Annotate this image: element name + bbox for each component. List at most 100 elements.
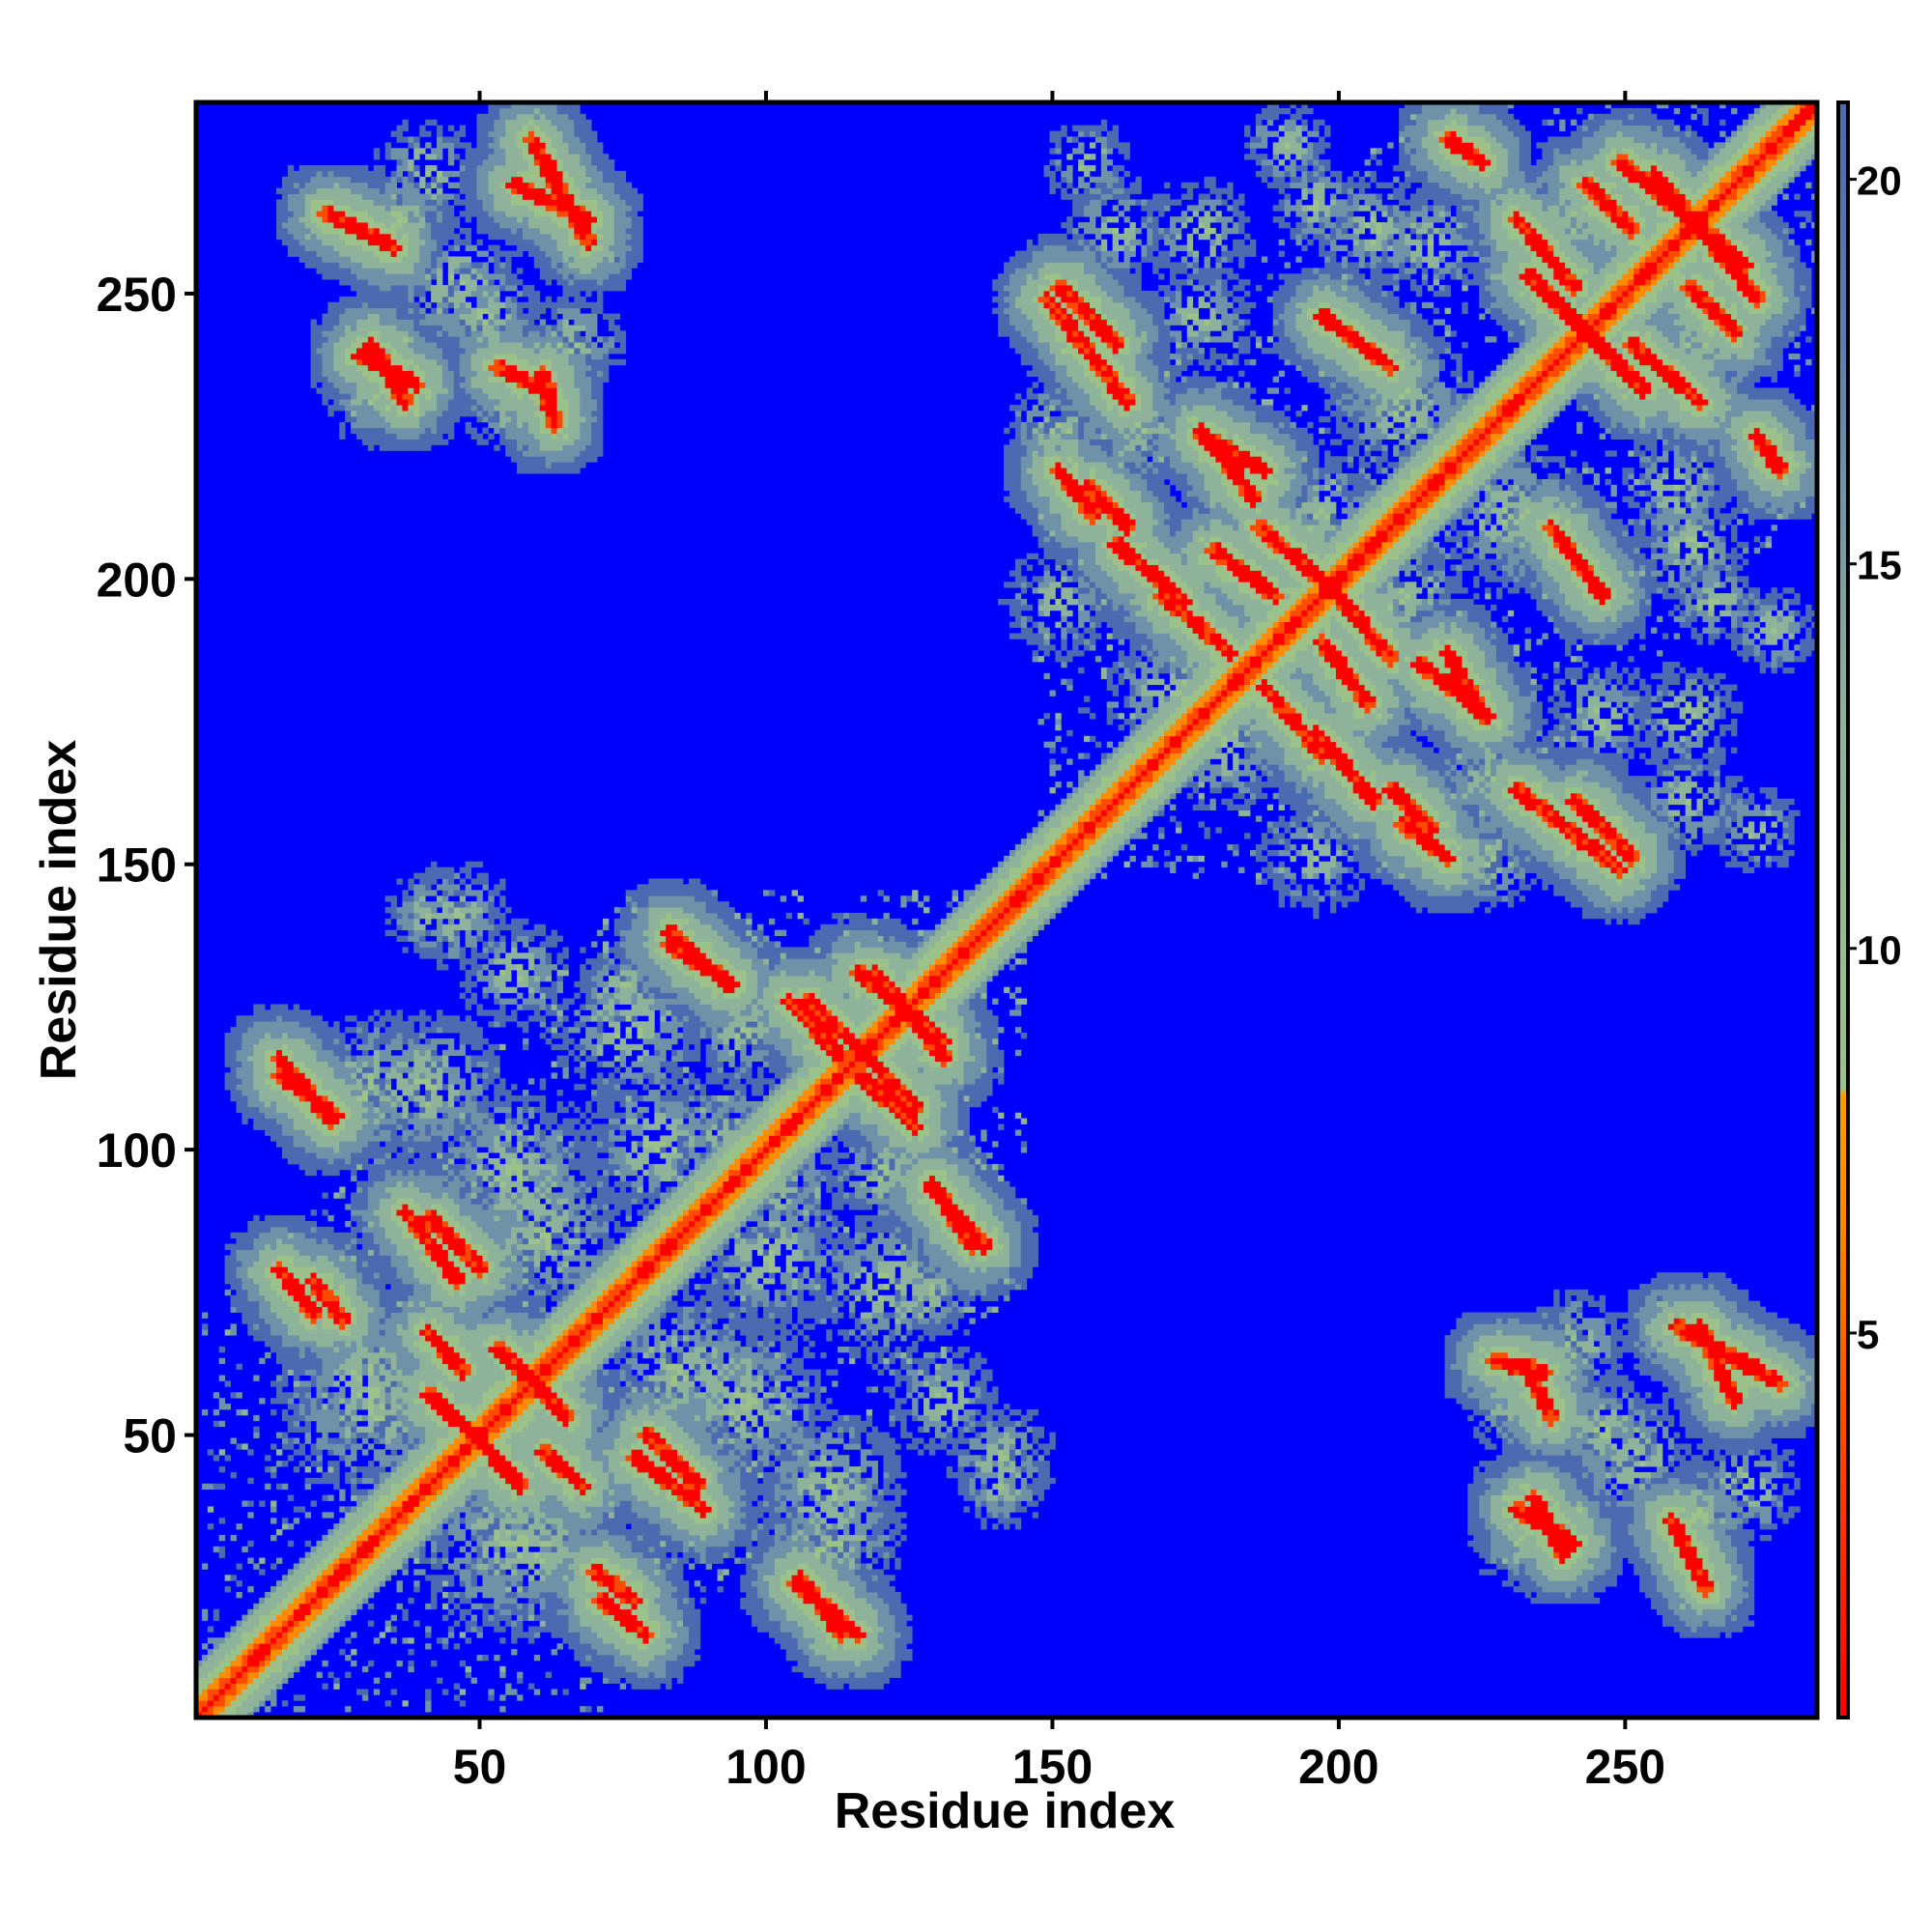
heatmap-cell xyxy=(441,290,449,298)
heatmap-cell xyxy=(413,1414,420,1422)
heatmap-cell xyxy=(270,1335,277,1342)
heatmap-cell xyxy=(345,199,352,206)
heatmap-cell xyxy=(356,222,363,229)
heatmap-cell xyxy=(236,1043,242,1051)
heatmap-cell xyxy=(379,1226,386,1234)
heatmap-cell xyxy=(293,1506,300,1513)
heatmap-cell xyxy=(310,1027,317,1034)
heatmap-cell xyxy=(333,1283,340,1291)
heatmap-cell xyxy=(322,1169,328,1177)
heatmap-cell xyxy=(345,1540,352,1548)
heatmap-cell xyxy=(373,279,381,286)
heatmap-cell xyxy=(265,1335,271,1342)
heatmap-cell xyxy=(384,1306,391,1313)
heatmap-cell xyxy=(218,1683,226,1690)
heatmap-cell xyxy=(322,227,328,235)
heatmap-cell xyxy=(373,370,381,377)
heatmap-cell xyxy=(356,285,363,292)
heatmap-cell xyxy=(253,1066,260,1073)
heatmap-cell xyxy=(201,1660,209,1667)
heatmap-cell xyxy=(425,1626,432,1633)
heatmap-cell xyxy=(413,336,420,343)
heatmap-cell xyxy=(419,1432,426,1438)
heatmap-cell xyxy=(437,1198,443,1205)
heatmap-cell xyxy=(402,370,409,377)
heatmap-cell xyxy=(396,1518,403,1524)
heatmap-cell xyxy=(351,1152,357,1159)
heatmap-cell xyxy=(453,1283,461,1291)
heatmap-cell xyxy=(351,1027,357,1034)
heatmap-cell xyxy=(361,421,369,429)
heatmap-cell xyxy=(425,1300,432,1308)
heatmap-cell xyxy=(431,1323,438,1330)
heatmap-cell xyxy=(259,1569,266,1576)
heatmap-cell xyxy=(390,370,397,377)
heatmap-cell xyxy=(322,1078,328,1085)
heatmap-cell xyxy=(236,1637,242,1644)
heatmap-cell xyxy=(327,1398,334,1405)
heatmap-cell xyxy=(384,1420,391,1428)
heatmap-cell xyxy=(379,348,386,355)
heatmap-cell xyxy=(339,1135,346,1142)
heatmap-cell xyxy=(390,1626,397,1633)
heatmap-cell xyxy=(293,1518,300,1524)
heatmap-cell xyxy=(413,1072,420,1079)
heatmap-cell xyxy=(425,1312,432,1319)
heatmap-cell xyxy=(447,405,455,412)
heatmap-cell xyxy=(356,370,363,377)
heatmap-cell xyxy=(402,1529,409,1536)
heatmap-cell xyxy=(419,1118,426,1124)
heatmap-cell xyxy=(390,1294,397,1302)
heatmap-cell xyxy=(367,427,375,435)
heatmap-cell xyxy=(310,1158,317,1165)
heatmap-cell xyxy=(361,1557,369,1564)
heatmap-cell xyxy=(293,1706,300,1713)
heatmap-cell xyxy=(298,1506,306,1513)
heatmap-cell xyxy=(367,1529,375,1536)
heatmap-cell xyxy=(431,364,438,372)
heatmap-cell xyxy=(431,250,438,257)
heatmap-cell xyxy=(310,1603,317,1610)
heatmap-cell xyxy=(379,1398,386,1405)
heatmap-cell xyxy=(390,325,397,331)
heatmap-cell xyxy=(327,1494,334,1501)
heatmap-cell xyxy=(402,1351,409,1359)
heatmap-cell xyxy=(373,1095,381,1102)
heatmap-cell xyxy=(316,330,323,337)
heatmap-cell xyxy=(408,411,414,417)
heatmap-cell xyxy=(441,1512,449,1519)
heatmap-cell xyxy=(351,1078,357,1085)
heatmap-cell xyxy=(259,1329,266,1336)
heatmap-cell xyxy=(390,1398,397,1405)
heatmap-cell xyxy=(447,154,455,160)
heatmap-cell xyxy=(447,1095,455,1102)
heatmap-cell xyxy=(270,1620,277,1627)
heatmap-cell xyxy=(379,164,386,172)
heatmap-cell xyxy=(345,415,352,423)
heatmap-cell xyxy=(379,1033,386,1039)
heatmap-cell xyxy=(402,1090,409,1096)
heatmap-cell xyxy=(351,239,357,246)
heatmap-cell xyxy=(298,1232,306,1239)
heatmap-cell xyxy=(236,1700,242,1707)
heatmap-cell xyxy=(441,1198,449,1205)
heatmap-cell xyxy=(339,1494,346,1501)
heatmap-cell xyxy=(367,1141,375,1148)
heatmap-cell xyxy=(390,268,397,274)
heatmap-cell xyxy=(287,1346,295,1353)
heatmap-cell xyxy=(310,1575,317,1581)
heatmap-cell xyxy=(373,1169,381,1177)
heatmap-cell xyxy=(276,1683,283,1690)
heatmap-cell xyxy=(298,1643,306,1650)
heatmap-cell xyxy=(298,1660,306,1667)
heatmap-cell xyxy=(413,285,420,292)
heatmap-cell xyxy=(247,1329,254,1336)
heatmap-cell xyxy=(373,319,381,326)
heatmap-cell xyxy=(441,1392,449,1399)
heatmap-cell xyxy=(322,1369,328,1376)
heatmap-cell xyxy=(327,1369,334,1376)
heatmap-cell xyxy=(441,1414,449,1422)
heatmap-cell xyxy=(441,313,449,320)
heatmap-cell xyxy=(367,1404,375,1410)
heatmap-cell xyxy=(345,1603,352,1610)
